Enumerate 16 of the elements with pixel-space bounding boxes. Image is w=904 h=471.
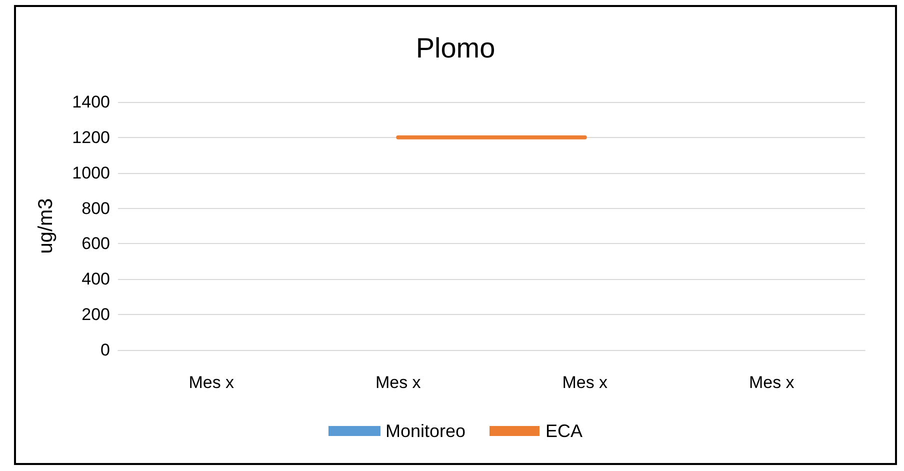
x-tick-label: Mes x xyxy=(748,373,795,392)
chart-title: Plomo xyxy=(416,32,496,64)
y-tick-label: 400 xyxy=(82,270,110,289)
legend-label: Monitoreo xyxy=(385,421,466,441)
y-tick-label: 1200 xyxy=(72,128,110,147)
x-tick-label: Mes x xyxy=(188,373,235,392)
y-tick-label: 1000 xyxy=(72,163,110,182)
y-tick-label: 0 xyxy=(100,340,110,360)
y-tick-label: 800 xyxy=(82,198,110,218)
y-tick-label: 200 xyxy=(82,305,110,324)
x-tick-label: Mes x xyxy=(375,373,422,392)
x-tick-label: Mes x xyxy=(562,373,608,392)
y-tick-label: 1400 xyxy=(72,92,110,112)
y-axis-title: ug/m3 xyxy=(35,198,57,254)
legend-label: ECA xyxy=(546,421,583,441)
y-tick-label: 600 xyxy=(82,234,110,254)
